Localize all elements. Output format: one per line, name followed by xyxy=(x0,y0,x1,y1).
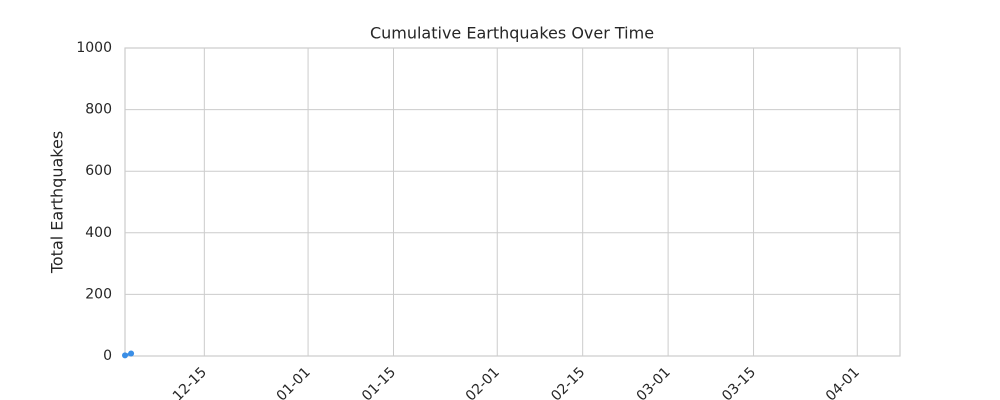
data-point xyxy=(122,352,128,359)
y-tick-label: 600 xyxy=(85,163,112,179)
x-tick-label: 01-15 xyxy=(359,364,399,400)
x-tick-label: 03-01 xyxy=(634,364,674,400)
y-tick-label: 200 xyxy=(85,286,112,302)
x-tick-label: 12-15 xyxy=(170,364,210,400)
y-tick-label: 400 xyxy=(85,225,112,241)
y-tick-label: 0 xyxy=(103,348,112,364)
y-tick-label: 1000 xyxy=(76,40,112,56)
data-point xyxy=(128,350,135,357)
x-tick-label: 01-01 xyxy=(274,364,314,400)
y-tick-label: 800 xyxy=(85,102,112,118)
y-axis-label: Total Earthquakes xyxy=(48,131,67,274)
x-tick-label: 02-15 xyxy=(548,364,588,400)
plot-frame xyxy=(124,47,901,357)
x-tick-label: 02-01 xyxy=(463,364,503,400)
x-tick-label: 03-15 xyxy=(719,364,759,400)
x-tick-label: 04-01 xyxy=(823,364,863,400)
chart-title: Cumulative Earthquakes Over Time xyxy=(370,24,654,43)
